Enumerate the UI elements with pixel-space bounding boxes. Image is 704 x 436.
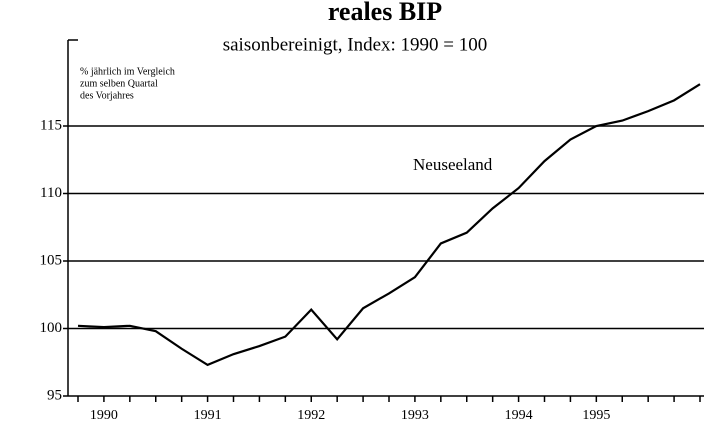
chart-subtitle: saisonbereinigt, Index: 1990 = 100 (223, 34, 488, 55)
y-tick-label: 95 (47, 387, 62, 403)
y-tick-label: 115 (40, 117, 62, 133)
note-line: % jährlich im Vergleich (80, 66, 175, 77)
x-tick-label: 1994 (505, 408, 533, 423)
y-tick-label: 110 (40, 185, 62, 201)
y-tick-label: 105 (40, 252, 63, 268)
x-tick-label: 1995 (582, 408, 610, 423)
x-tick-label: 1992 (297, 408, 325, 423)
note-line: des Vorjahres (80, 90, 134, 101)
series-label: Neuseeland (413, 155, 493, 174)
data-line (77, 83, 701, 367)
x-tick-label: 1990 (90, 408, 118, 423)
note-line: zum selben Quartal (80, 78, 158, 89)
x-tick-label: 1993 (401, 408, 429, 423)
chart-title: reales BIP (328, 0, 442, 26)
y-tick-label: 100 (40, 320, 63, 336)
x-tick-label: 1991 (194, 408, 222, 423)
